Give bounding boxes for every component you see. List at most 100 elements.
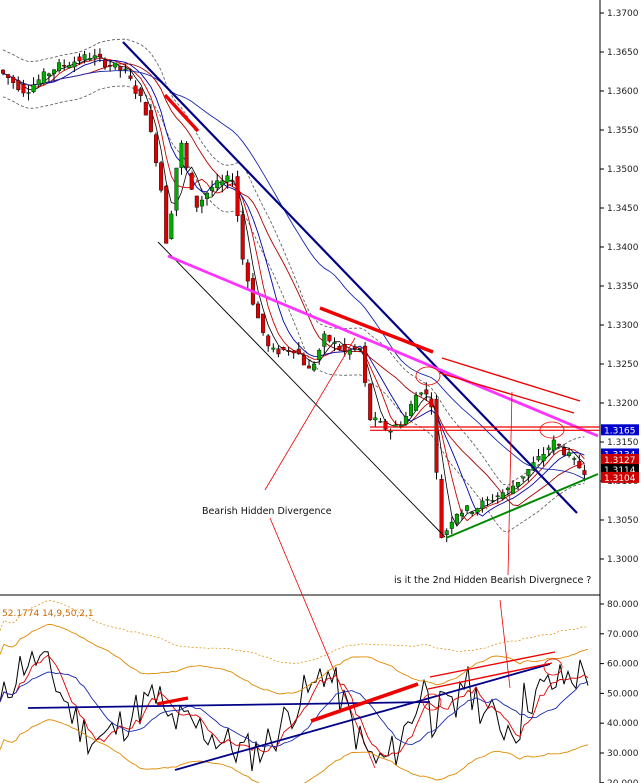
- candle-body-33: [169, 213, 174, 240]
- candle-body-45: [230, 180, 235, 183]
- candle-body-114: [582, 470, 587, 475]
- price-tick-label-7: 1.3350: [607, 282, 639, 292]
- candle-body-15: [77, 56, 82, 62]
- candle-body-25: [128, 75, 133, 79]
- candle-body-20: [102, 59, 107, 68]
- candle-body-6: [31, 84, 36, 92]
- candle-body-73: [373, 417, 378, 421]
- downtrend-line-navy: [122, 41, 578, 514]
- candle-body-17: [87, 58, 92, 61]
- ind-red-seg-3: [429, 651, 556, 678]
- candle-body-82: [419, 392, 424, 395]
- candle-body-75: [383, 420, 388, 430]
- ind-tick-label-4: 40.000: [607, 719, 639, 729]
- candle-body-42: [215, 180, 220, 189]
- candle-body-23: [118, 66, 123, 71]
- candle-body-30: [153, 134, 158, 163]
- price-tick-label-0: 1.3700: [607, 9, 639, 19]
- candle-body-7: [36, 79, 41, 86]
- red-segment-2: [319, 306, 434, 354]
- candle-body-79: [403, 416, 408, 425]
- candle-body-84: [429, 398, 434, 408]
- candle-body-109: [556, 443, 561, 446]
- ind-tick-label-1: 70.000: [607, 630, 639, 640]
- candle-body-32: [164, 185, 169, 244]
- candle-body-22: [113, 62, 118, 68]
- ind-tick-label-6: 20.000: [607, 779, 639, 783]
- price-tag-2: 1.3127: [604, 456, 636, 466]
- candle-body-70: [358, 348, 363, 350]
- candle-body-10: [52, 69, 57, 74]
- candle-body-27: [138, 88, 143, 96]
- candle-body-57: [291, 350, 296, 354]
- candle-body-48: [245, 262, 250, 282]
- price-tag-bg-0: [601, 424, 639, 436]
- candle-body-68: [347, 350, 352, 355]
- candle-body-4: [21, 84, 26, 94]
- price-tag-3: 1.3114: [604, 466, 636, 476]
- candle-body-14: [72, 61, 77, 68]
- red-channel-upper: [441, 357, 581, 402]
- ind-circle-1: [422, 693, 442, 711]
- price-tag-bg-4: [601, 471, 639, 483]
- ind-circle-2: [543, 658, 563, 676]
- oscillator-line: [0, 649, 589, 772]
- candle-body-60: [307, 365, 312, 369]
- ind-red-seg-4: [427, 662, 553, 690]
- candle-body-46: [235, 176, 240, 216]
- candle-body-3: [16, 80, 21, 91]
- candle-body-1: [6, 74, 11, 79]
- candle-body-21: [108, 65, 113, 67]
- ma-darkred: [2, 63, 585, 507]
- candle-body-40: [204, 192, 209, 199]
- green-support-line: [445, 473, 599, 539]
- ma-slow-blue: [2, 70, 585, 480]
- candle-body-19: [97, 53, 102, 58]
- ind-navy-horizontal: [27, 701, 431, 709]
- price-tick-label-13: 1.3050: [607, 516, 639, 526]
- candle-body-89: [454, 513, 459, 524]
- candle-body-67: [342, 344, 347, 352]
- candle-body-88: [449, 521, 454, 529]
- candle-body-26: [133, 85, 138, 94]
- candle-body-100: [511, 485, 516, 494]
- candle-body-103: [526, 469, 531, 476]
- oscillator-band-outer: [0, 600, 589, 664]
- candle-body-81: [414, 395, 419, 411]
- candle-body-8: [41, 71, 46, 84]
- ind-tick-label-2: 60.000: [607, 660, 639, 670]
- candle-body-106: [541, 454, 546, 462]
- oscillator-signal-red: [0, 654, 589, 757]
- circle-marker-1: [415, 366, 441, 386]
- candle-body-76: [388, 430, 393, 433]
- candle-body-101: [516, 482, 521, 487]
- candle-body-11: [57, 62, 62, 71]
- candle-body-86: [439, 479, 444, 538]
- price-tick-label-10: 1.3200: [607, 399, 639, 409]
- candle-body-110: [562, 447, 567, 456]
- candle-body-2: [11, 76, 16, 83]
- price-tick-label-14: 1.3000: [607, 555, 639, 565]
- ind-navy-rising: [174, 663, 551, 771]
- price-axis-layer: 1.3700 1.3650 1.3600 1.3550 1.3500 1.3450 1.34…: [370, 9, 639, 783]
- candle-body-37: [189, 172, 194, 190]
- candle-body-59: [301, 355, 306, 366]
- candle-body-58: [296, 348, 301, 355]
- candle-body-111: [567, 452, 572, 456]
- candle-body-83: [424, 389, 429, 395]
- red-channel-lower: [439, 372, 575, 414]
- pointer-line-d: [499, 599, 511, 689]
- candle-body-107: [546, 447, 551, 450]
- price-tick-label-8: 1.3300: [607, 321, 639, 331]
- candle-body-94: [480, 500, 485, 509]
- trend-lines-layer: [122, 41, 600, 769]
- candle-body-5: [26, 92, 31, 94]
- ma-red: [2, 57, 585, 522]
- ma-fast-black: [2, 55, 585, 527]
- ind-tick-label-5: 30.000: [607, 749, 639, 759]
- magenta-trend-line: [167, 254, 599, 438]
- candle-body-35: [179, 142, 184, 168]
- pointer-line-a: [264, 337, 356, 491]
- candle-body-74: [378, 421, 383, 423]
- candle-body-78: [398, 424, 403, 427]
